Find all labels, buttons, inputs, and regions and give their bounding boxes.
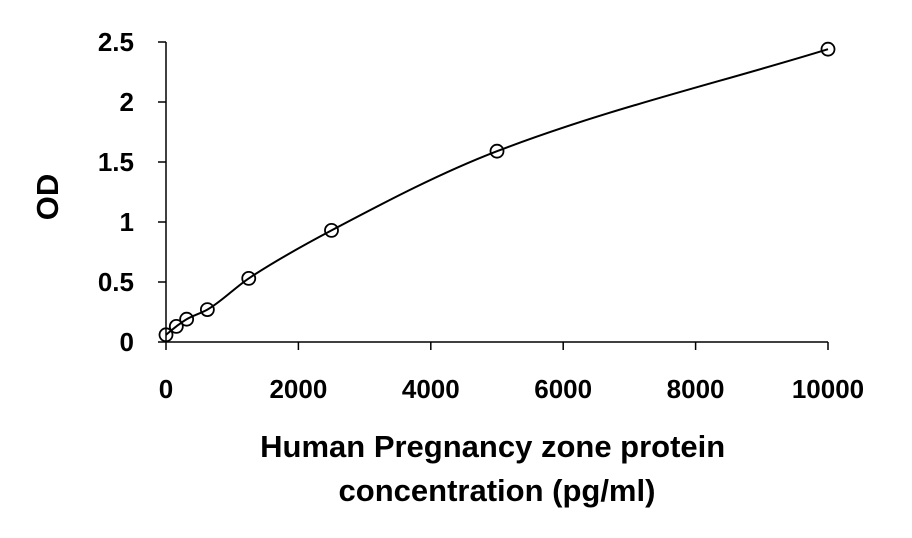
x-tick-label: 0 — [159, 374, 173, 404]
plot-area: 0 0.5 1 1.5 2 2.5 0 2000 4000 6000 8000 10000 — [98, 27, 864, 404]
data-point — [489, 143, 505, 159]
data-point — [179, 311, 195, 327]
x-ticks: 0 2000 4000 6000 8000 10000 — [159, 342, 864, 404]
data-point — [324, 222, 339, 238]
y-tick-label: 2.5 — [98, 27, 134, 57]
data-point — [158, 327, 174, 343]
data-point — [168, 318, 184, 334]
x-tick-label: 2000 — [269, 374, 327, 404]
x-tick-label: 4000 — [402, 374, 460, 404]
x-axis-title: Human Pregnancy zone protein concentrati… — [260, 429, 734, 508]
x-axis-title-line-2: concentration (pg/ml) — [339, 473, 656, 508]
data-point — [241, 270, 257, 286]
data-point — [199, 302, 215, 318]
y-tick-label: 0.5 — [98, 267, 134, 297]
y-tick-label: 2 — [120, 87, 134, 117]
data-point — [820, 41, 836, 57]
y-tick-label: 1 — [120, 207, 134, 237]
y-axis-title: OD — [30, 174, 65, 221]
fit-curve — [165, 48, 829, 336]
x-tick-label: 6000 — [534, 374, 592, 404]
x-axis-title-line-1: Human Pregnancy zone protein — [260, 429, 725, 464]
y-tick-label: 1.5 — [98, 147, 134, 177]
x-tick-label: 10000 — [792, 374, 864, 404]
y-ticks: 0 0.5 1 1.5 2 2.5 — [98, 27, 166, 357]
data-points — [158, 41, 836, 343]
x-tick-label: 8000 — [667, 374, 725, 404]
y-tick-label: 0 — [120, 327, 134, 357]
